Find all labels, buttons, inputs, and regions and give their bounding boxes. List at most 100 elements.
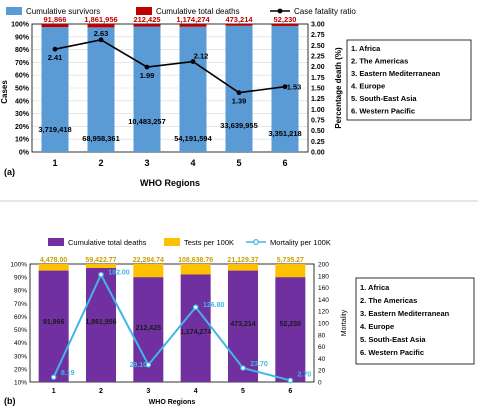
panel-b-deaths-label: 91,866	[43, 319, 65, 326]
panel-a-cfr-point	[282, 84, 288, 90]
panel-b-tests-label: 59,422.77	[85, 257, 116, 264]
panel-b-bar-labels: 4,478.00 59,422.77 22,284.74 108,638.76 21,1…	[40, 257, 304, 336]
panel-a-cfr-label: 1.39	[232, 97, 247, 106]
panel-b-mortality-point	[98, 271, 104, 278]
panel-b-region-legend-item: 2. The Americas	[360, 296, 417, 305]
panel-a-cfr-label: 2.12	[194, 52, 209, 61]
panel-b-mortality-line	[52, 272, 291, 382]
panel-b-y-tick-label: 60%	[14, 314, 27, 321]
panel-a-legend-deaths-swatch	[136, 7, 152, 15]
panel-b-y-right-tick-label: 100	[318, 321, 329, 328]
panel-b-deaths-label: 212,425	[136, 325, 161, 332]
panel-b-region-legend: 1. Africa 2. The Americas 3. Eastern Medit…	[360, 283, 450, 357]
panel-b-legend-mortality-label: Mortality per 100K	[270, 238, 331, 247]
panel-a-y-right-tick-label: 0.50	[311, 128, 325, 135]
panel-b-tests-bar	[133, 264, 164, 278]
panel-a-x-axis-title: WHO Regions	[140, 178, 200, 188]
panel-b-deaths-bar	[275, 277, 306, 382]
panel-b-mortality-label: 8.19	[61, 370, 75, 377]
panel-a-y-right-tick-label: 1.00	[311, 107, 325, 114]
panel-b-x-tick-label: 2	[99, 388, 103, 395]
panel-b-legend-tests-swatch	[164, 238, 180, 246]
panel-b: 4,478.00 59,422.77 22,284.74 108,638.76 21,1…	[4, 238, 475, 406]
panel-a-cfr-label: 2.41	[48, 53, 63, 62]
panel-a-cfr-point	[144, 64, 150, 70]
panel-a-region-legend-item: 5. South-East Asia	[351, 94, 417, 103]
panel-b-x-tick-label: 6	[288, 388, 292, 395]
panel-b-mortality-label: 29.10	[130, 362, 148, 369]
panel-a-y-tick-label: 100%	[11, 22, 30, 29]
panel-a-legend-deaths-label: Cumulative total deaths	[156, 7, 240, 16]
panel-b-y-right-tick-label: 40	[318, 356, 326, 363]
panel-b-y-tick-label: 100%	[10, 262, 27, 269]
panel-b-region-legend-item: 4. Europe	[360, 322, 394, 331]
panel-a-legend-cfr-marker	[277, 8, 283, 14]
panel-a-x-tick-label: 5	[236, 158, 241, 168]
panel-a-y-right-tick-label: 1.25	[311, 96, 325, 103]
panel-a-label: (a)	[4, 167, 15, 177]
panel-a-deaths-bar	[133, 24, 161, 27]
panel-a-y-tick-label: 70%	[15, 60, 30, 67]
panel-b-mortality-point	[240, 365, 246, 371]
panel-b-y-tick-label: 30%	[14, 353, 27, 360]
panel-a-y-ticks: 0% 10% 20% 30% 40% 50% 60% 70% 80% 90% 100%	[11, 22, 30, 157]
panel-b-x-ticks: 1 2 3 4 5 6	[52, 388, 293, 395]
panel-a-y-tick-label: 60%	[15, 73, 30, 80]
panel-a-survivors-bar	[179, 26, 207, 152]
panel-a-y-right-tick-label: 2.00	[311, 64, 325, 71]
panel-b-y-right-tick-label: 180	[318, 273, 329, 280]
panel-a-cfr-label: 1.99	[140, 71, 155, 80]
panel-b-region-legend-item: 6. Western Pacific	[360, 348, 424, 357]
panel-b-mortality-label: 182.00	[108, 270, 130, 277]
panel-b-label: (b)	[4, 396, 16, 406]
panel-b-y-right-tick-label: 0	[318, 380, 322, 387]
panel-b-y-right-axis-title: Mortality	[341, 309, 348, 336]
panel-b-tests-bar	[86, 264, 116, 268]
panel-b-tests-label: 4,478.00	[40, 257, 67, 264]
panel-a-y-right-tick-label: 2.50	[311, 43, 325, 50]
panel-a-legend-survivors-swatch	[6, 7, 22, 15]
panel-b-legend-deaths-label: Cumulative total deaths	[68, 238, 147, 247]
panel-a-y-tick-label: 90%	[15, 34, 30, 41]
panel-a-x-ticks: 1 2 3 4 5 6	[52, 158, 287, 168]
panel-a-cfr-line	[54, 38, 286, 94]
panel-a-y-right-tick-label: 0.25	[311, 139, 325, 146]
panel-a-legend: Cumulative survivors Cumulative total dea…	[6, 7, 356, 16]
panel-a-y-right-tick-label: 1.50	[311, 86, 325, 93]
panel-a-deaths-bar	[225, 24, 253, 26]
panel-b-x-tick-label: 1	[52, 388, 56, 395]
panel-a-deaths-bar	[41, 24, 69, 28]
panel-a-y-tick-label: 30%	[15, 111, 30, 118]
panel-b-plot-frame	[29, 263, 315, 383]
panel-b-deaths-label: 1,861,956	[85, 319, 116, 326]
panel-a-region-legend-item: 4. Europe	[351, 82, 385, 91]
panel-a: 91,866 1,861,956 212,425 1,174,274 473,214 52…	[0, 7, 472, 188]
panel-b-tests-bar	[275, 264, 306, 278]
panel-b-deaths-bar	[86, 267, 116, 382]
panel-a-cfr-point	[98, 37, 104, 43]
panel-a-deaths-bar	[87, 24, 115, 28]
panel-a-survivors-label: 54,191,594	[174, 134, 212, 143]
panel-a-y-right-ticks: 0.00 0.25 0.50 0.75 1.00 1.25 1.50 1.75 2.00 2.25…	[311, 22, 325, 157]
panel-b-y-right-tick-label: 20	[318, 368, 326, 375]
panel-b-y-right-tick-label: 80	[318, 332, 326, 339]
panel-a-legend-cfr-label: Case fatality ratio	[294, 7, 356, 16]
panel-a-survivors-label: 10,483,257	[128, 117, 166, 126]
panel-b-x-tick-label: 4	[194, 388, 198, 395]
panel-b-mortality-label: 2.70	[298, 371, 312, 378]
panel-a-region-legend-item: 2. The Americas	[351, 57, 408, 66]
panel-a-y-right-tick-label: 1.75	[311, 75, 325, 82]
panel-b-x-tick-label: 5	[241, 388, 245, 395]
panel-a-cfr-point	[190, 59, 196, 64]
panel-a-deaths-label: 473,214	[225, 15, 253, 24]
panel-b-region-legend-item: 5. South-East Asia	[360, 335, 426, 344]
panel-a-y-right-axis-title: Percentage death (%)	[334, 47, 343, 129]
panel-a-y-tick-label: 10%	[15, 137, 30, 144]
panel-a-y-tick-label: 80%	[15, 47, 30, 54]
panel-b-mortality-label: 23.70	[250, 361, 268, 368]
panel-b-deaths-label: 52,230	[280, 321, 302, 328]
panel-b-y-tick-label: 80%	[14, 288, 27, 295]
panel-b-deaths-label: 1,174,274	[180, 329, 211, 336]
panel-a-deaths-label: 91,866	[44, 15, 67, 24]
panel-b-tests-label: 5,735.27	[277, 257, 304, 264]
